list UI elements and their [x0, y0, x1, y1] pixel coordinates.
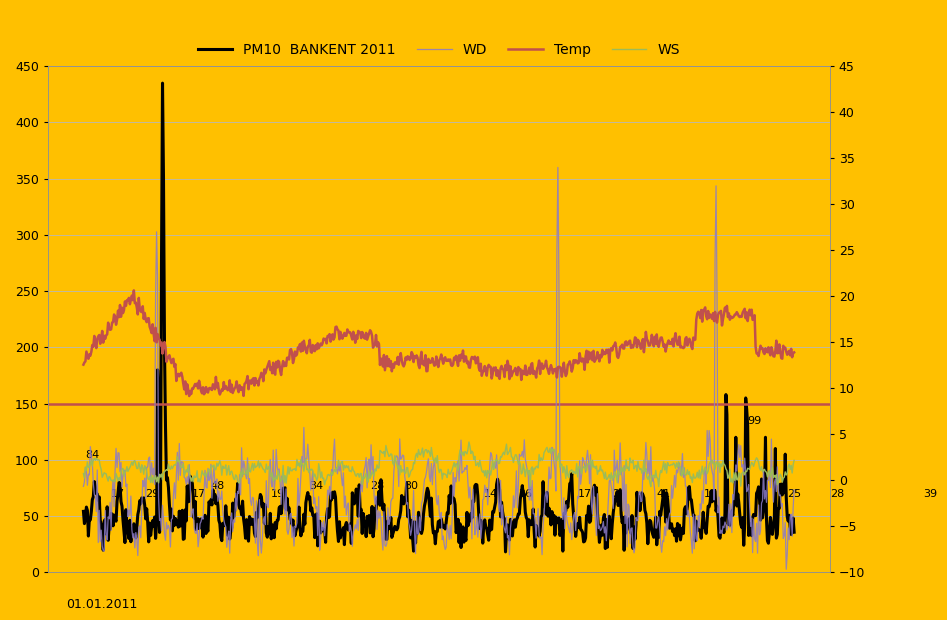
Temp — [165, 356, 176, 363]
Text: 99: 99 — [748, 416, 762, 426]
WS — [274, 471, 285, 479]
Line: PM10  BANKENT 2011: PM10 BANKENT 2011 — [83, 83, 795, 552]
Text: 25: 25 — [787, 489, 801, 499]
Temp — [78, 361, 89, 368]
PM10  BANKENT 2011 — [78, 508, 89, 515]
WS — [789, 456, 800, 464]
Text: 48: 48 — [210, 481, 224, 491]
PM10  BANKENT 2011 — [237, 497, 248, 505]
PM10  BANKENT 2011 — [500, 548, 511, 556]
WS — [236, 474, 247, 482]
Text: 17: 17 — [578, 489, 592, 499]
WD — [164, 525, 175, 533]
WS — [463, 438, 474, 446]
Text: 17: 17 — [705, 489, 719, 499]
PM10  BANKENT 2011 — [165, 516, 176, 524]
PM10  BANKENT 2011 — [91, 490, 102, 497]
WS — [546, 445, 558, 452]
Line: Temp: Temp — [83, 290, 795, 396]
WD — [789, 486, 800, 494]
WS — [91, 454, 102, 462]
WD — [525, 477, 536, 484]
WD — [545, 474, 557, 482]
Temp — [276, 371, 287, 379]
Text: 30: 30 — [404, 481, 419, 491]
Text: 17: 17 — [192, 489, 206, 499]
Temp — [789, 348, 800, 356]
WD — [274, 465, 285, 472]
PM10  BANKENT 2011 — [157, 79, 169, 87]
Text: 41: 41 — [656, 489, 670, 499]
Temp — [91, 344, 102, 352]
Text: 01.01.2011: 01.01.2011 — [66, 598, 137, 611]
Text: 34: 34 — [309, 481, 323, 491]
WD — [91, 508, 102, 515]
WS — [653, 483, 665, 490]
Legend: PM10  BANKENT 2011, WD, Temp, WS: PM10 BANKENT 2011, WD, Temp, WS — [192, 38, 686, 63]
Text: 84: 84 — [85, 450, 99, 460]
WS — [164, 464, 175, 472]
PM10  BANKENT 2011 — [527, 520, 538, 528]
Text: 17: 17 — [111, 489, 125, 499]
WS — [526, 464, 537, 472]
PM10  BANKENT 2011 — [275, 503, 286, 510]
WD — [780, 565, 792, 573]
Text: 28: 28 — [370, 481, 384, 491]
Temp — [128, 286, 139, 294]
WS — [78, 470, 89, 477]
WD — [236, 444, 247, 451]
Text: 14: 14 — [484, 489, 498, 499]
Text: 39: 39 — [923, 489, 938, 499]
PM10  BANKENT 2011 — [789, 528, 800, 536]
Temp — [547, 370, 559, 377]
WD — [78, 482, 89, 490]
PM10  BANKENT 2011 — [547, 515, 559, 522]
Line: WS: WS — [83, 442, 795, 487]
Text: 28: 28 — [830, 489, 844, 499]
Text: 2: 2 — [613, 489, 619, 499]
Text: 19: 19 — [271, 489, 285, 499]
Text: 26: 26 — [518, 489, 532, 499]
Text: 29: 29 — [145, 489, 159, 499]
Temp — [527, 360, 538, 367]
Line: WD: WD — [83, 167, 795, 569]
Temp — [238, 392, 249, 400]
Temp — [184, 392, 195, 400]
WD — [552, 164, 563, 171]
